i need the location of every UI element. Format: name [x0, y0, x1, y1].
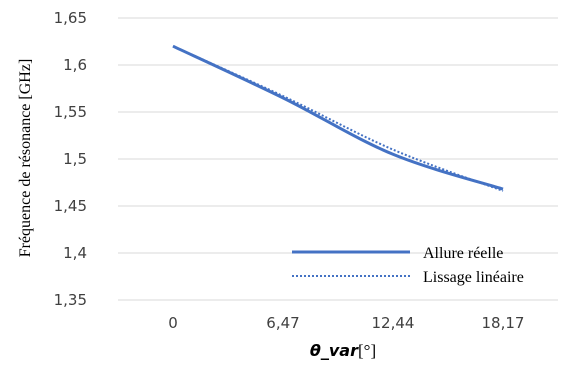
y-tick-label: 1,45	[54, 197, 87, 215]
y-tick-label: 1,65	[54, 9, 87, 27]
x-tick-label: 0	[168, 314, 178, 332]
y-tick-label: 1,35	[54, 291, 87, 309]
series-lines	[172, 44, 504, 192]
x-axis-label: θ_var[°]	[310, 341, 376, 360]
y-tick-label: 1,6	[63, 56, 87, 74]
x-axis-variable: θ_var	[310, 341, 359, 360]
y-tick-labels: 1,35 1,4 1,45 1,5 1,55 1,6 1,65	[54, 9, 87, 309]
legend-label-allure-reelle: Allure réelle	[423, 245, 503, 262]
y-tick-label: 1,5	[63, 150, 87, 168]
series-line-allure-reelle	[172, 44, 504, 191]
grid-lines	[118, 17, 558, 301]
x-tick-label: 12,44	[372, 314, 415, 332]
y-tick-label: 1,55	[54, 103, 87, 121]
x-tick-label: 18,17	[482, 314, 525, 332]
y-axis-label: Fréquence de résonance [GHz]	[17, 59, 34, 258]
y-tick-label: 1,4	[63, 244, 87, 262]
legend-label-lissage-lineaire: Lissage linéaire	[423, 269, 524, 286]
x-tick-label: 6,47	[266, 314, 299, 332]
x-tick-labels: 0 6,47 12,44 18,17	[168, 314, 524, 332]
legend: Allure réelle Lissage linéaire	[292, 245, 524, 286]
x-axis-unit: [°]	[358, 341, 376, 360]
